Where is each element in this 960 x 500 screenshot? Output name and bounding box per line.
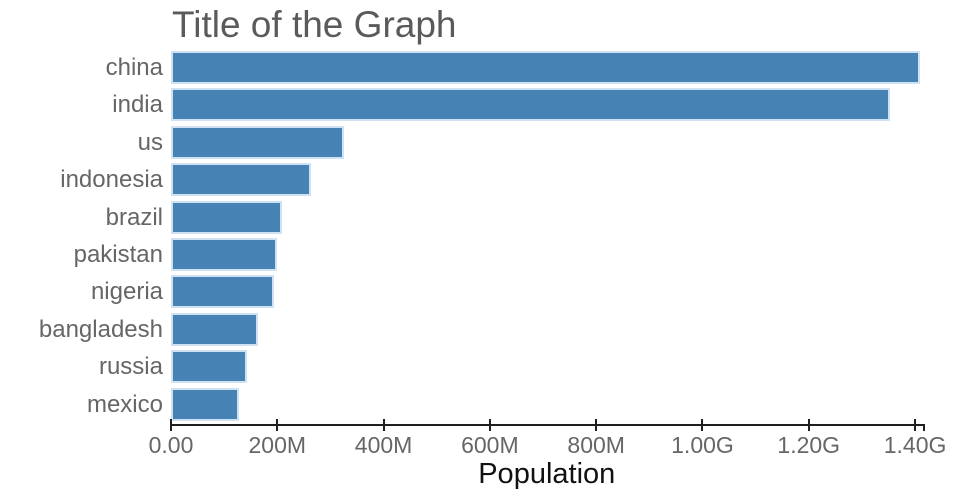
chart-title: Title of the Graph — [172, 4, 457, 45]
category-label-russia: russia — [98, 353, 163, 381]
category-label-mexico: mexico — [86, 390, 163, 418]
category-label-us: us — [137, 128, 163, 156]
x-tick-mark — [807, 418, 810, 431]
bar-pakistan — [171, 238, 278, 271]
bar-mexico — [171, 387, 239, 421]
category-label-nigeria: nigeria — [90, 278, 163, 306]
x-tick-label: 200M — [248, 432, 307, 458]
bar-brazil — [171, 200, 283, 234]
x-tick-label: 800M — [567, 432, 625, 458]
category-label-china: china — [105, 54, 163, 81]
bar-nigeria — [171, 275, 274, 309]
category-label-bangladesh: bangladesh — [38, 315, 163, 343]
x-tick-label: 600M — [461, 432, 519, 458]
x-tick-label: 400M — [354, 432, 413, 458]
category-label-india: india — [112, 91, 163, 119]
x-axis-line — [171, 423, 925, 426]
category-label-indonesia: indonesia — [60, 166, 163, 194]
x-tick-mark — [382, 418, 385, 431]
x-tick-mark — [276, 418, 279, 431]
bar-bangladesh — [171, 312, 259, 346]
x-tick-label: 1.40G — [883, 432, 947, 458]
x-tick-mark — [595, 418, 598, 431]
x-tick-mark — [488, 418, 491, 431]
x-tick-label: 0.00 — [148, 432, 194, 458]
bar-india — [171, 88, 891, 122]
x-tick-label: 1.20G — [777, 432, 841, 458]
x-axis-end-tick — [922, 424, 925, 431]
x-tick-mark — [170, 418, 172, 431]
category-label-pakistan: pakistan — [73, 241, 163, 268]
x-tick-label: 1.00G — [671, 432, 734, 458]
category-label-brazil: brazil — [105, 203, 163, 231]
x-tick-mark — [914, 418, 917, 431]
bar-us — [171, 125, 345, 159]
bar-russia — [171, 350, 247, 384]
x-tick-mark — [701, 418, 704, 431]
x-axis-title: Population — [478, 458, 616, 490]
bar-indonesia — [171, 163, 312, 197]
bar-china — [171, 51, 921, 84]
